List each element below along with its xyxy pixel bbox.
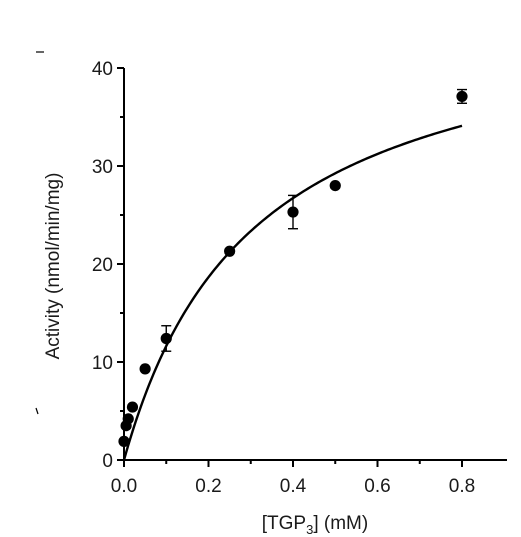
x-tick-label: 0.8: [449, 476, 475, 497]
data-point: [329, 180, 341, 192]
data-point: [224, 245, 236, 257]
data-point: [160, 332, 172, 345]
y-axis-ticks: 0 10 20 30 40: [92, 59, 124, 472]
data-point: [139, 363, 151, 375]
x-axis-title-subscript: 3: [306, 522, 313, 537]
data-point: [126, 401, 139, 413]
fit-curve: [122, 124, 463, 461]
x-tick-label: 0.2: [195, 476, 221, 497]
y-axis-title: Activity (nmol/min/mg): [43, 173, 64, 360]
y-tick-label: 20: [92, 255, 113, 276]
data-point: [118, 435, 130, 447]
data-point: [122, 413, 134, 425]
y-tick-label: 0: [102, 451, 113, 472]
x-axis-ticks: 0.0 0.2 0.4 0.6 0.8: [111, 460, 475, 497]
x-axis-title-main: [TGP: [262, 513, 306, 534]
data-point: [287, 206, 299, 218]
x-axis-title-tail: ] (mM): [313, 513, 368, 534]
y-tick-label: 40: [92, 59, 113, 80]
x-tick-label: 0.6: [364, 476, 390, 497]
stray-mark-bottom: [35, 407, 39, 415]
x-tick-label: 0.4: [280, 476, 307, 497]
data-points: [118, 88, 468, 447]
data-point: [456, 90, 468, 103]
x-tick-label: 0.0: [111, 476, 137, 497]
y-tick-label: 30: [92, 157, 113, 178]
y-tick-label: 10: [92, 353, 113, 374]
x-axis-title: [TGP3] (mM): [262, 513, 368, 537]
